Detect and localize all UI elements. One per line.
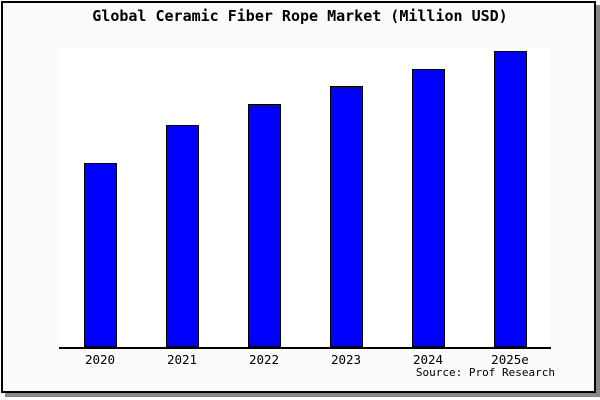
bar-2022 [247,104,281,347]
bar-slot [469,48,551,347]
bar-slot [59,48,141,347]
x-axis-labels: 2020 2021 2022 2023 2024 2025e [59,352,551,367]
bar-slot [141,48,223,347]
bar-2025e [493,51,527,347]
x-tick-label-2024: 2024 [412,352,444,367]
bar-2020 [83,163,117,347]
source-label: Source: Prof Research [415,366,555,379]
x-tick-label-2023: 2023 [330,352,362,367]
x-tick-label-2022: 2022 [248,352,280,367]
chart-title: Global Ceramic Fiber Rope Market (Millio… [92,7,508,25]
bar-slot [387,48,469,347]
bar-2023 [329,86,363,347]
bar-2021 [165,125,199,347]
bar-slot [305,48,387,347]
x-tick-label-2025e: 2025e [491,352,529,367]
bar-slot [223,48,305,347]
bar-2024 [411,69,445,347]
plot-area [59,48,551,349]
x-tick-label-2021: 2021 [166,352,198,367]
x-tick-label-2020: 2020 [84,352,116,367]
